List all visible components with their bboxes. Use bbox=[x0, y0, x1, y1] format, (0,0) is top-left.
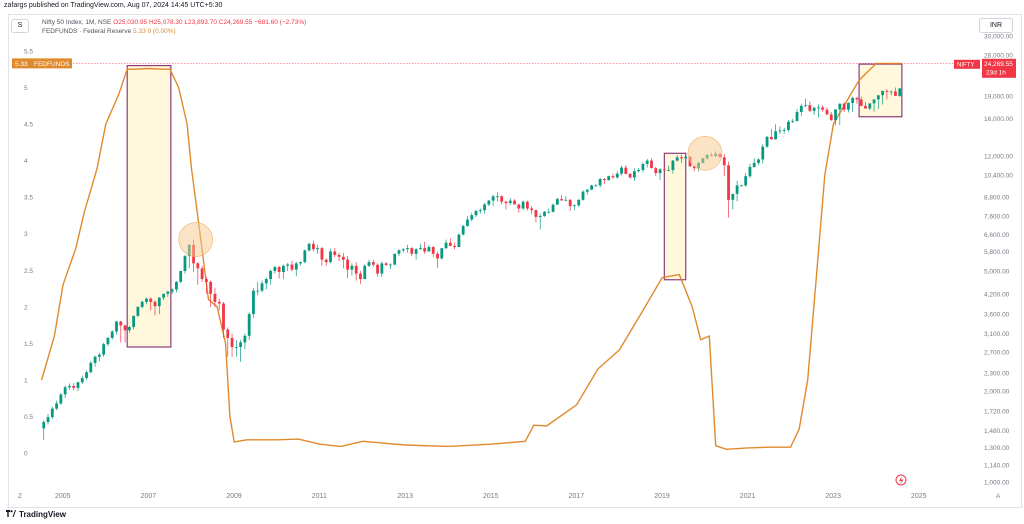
publish-caption: zafargs published on TradingView.com, Au… bbox=[4, 2, 223, 9]
tradingview-logo-text: TradingView bbox=[19, 510, 66, 519]
legend-high: H25,078.30 bbox=[148, 19, 183, 26]
chart-frame bbox=[8, 14, 1022, 508]
currency-button[interactable]: INR bbox=[979, 18, 1013, 33]
legend-low: L23,893.70 bbox=[184, 19, 217, 26]
legend-change: −681.60 (−2.73%) bbox=[254, 19, 307, 26]
main-series-legend: Nifty 50 Index, 1M, NSE O25,030.95 H25,0… bbox=[42, 19, 306, 26]
overlay-legend: FEDFUNDS · Federal Reserve 5.33 0 (0.00%… bbox=[42, 28, 176, 35]
tradingview-logo-icon bbox=[6, 510, 16, 519]
tradingview-branding[interactable]: TradingView bbox=[6, 510, 66, 519]
overlay-change: 0 (0.00%) bbox=[147, 28, 176, 35]
overlay-value: 5.33 bbox=[133, 28, 146, 35]
overlay-name[interactable]: FEDFUNDS · Federal Reserve bbox=[42, 28, 132, 35]
legend-close: C24,269.55 bbox=[218, 19, 253, 26]
legend-open: O25,030.95 bbox=[113, 19, 148, 26]
symbol-search-button[interactable]: S bbox=[11, 19, 29, 33]
legend-symbol[interactable]: Nifty 50 Index, 1M, NSE bbox=[42, 19, 112, 26]
